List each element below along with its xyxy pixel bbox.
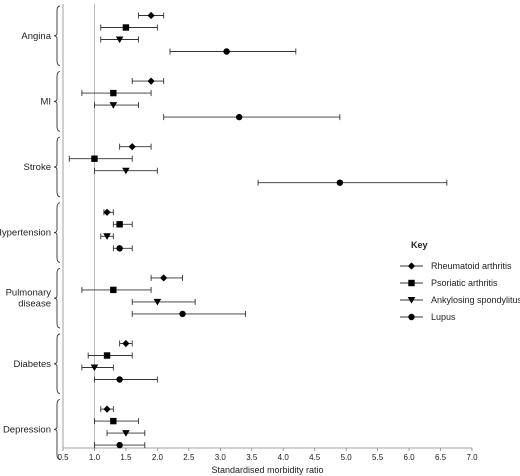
point-marker: [103, 405, 111, 413]
point-marker: [147, 11, 155, 20]
group-label: Stroke: [24, 162, 51, 173]
group-bracket: [53, 267, 61, 329]
point-marker: [103, 352, 111, 359]
point-marker: [103, 208, 111, 216]
x-tick-label: 5.5: [372, 453, 384, 462]
group-label: Depression: [3, 424, 51, 435]
data-points: [68, 11, 448, 449]
group-bracket: [53, 202, 61, 263]
point-marker: [336, 179, 344, 186]
x-axis: 0.5 1.0 1.5 2.0 2.5 3.0 3.5 4.0 4.5 5.0 5.5 6.0 6.5 7…: [57, 4, 478, 462]
point-marker: [110, 89, 117, 97]
group-label: Angina: [21, 31, 51, 42]
x-axis-title: Standardised morbidity ratio: [211, 465, 323, 475]
point-marker: [122, 430, 130, 437]
group-label: disease: [18, 299, 51, 310]
group-bracket: [53, 136, 61, 198]
group-bracket: [53, 399, 61, 460]
point-marker: [103, 233, 111, 240]
point-marker: [179, 310, 186, 318]
x-tick-label: 6.5: [435, 453, 447, 462]
x-tick-label: 2.0: [152, 453, 164, 462]
point-marker: [160, 274, 168, 282]
group-bracket: [53, 5, 61, 67]
point-marker: [116, 221, 123, 228]
legend-label: Psoriatic arthritis: [431, 278, 498, 288]
legend-label: Ankylosing spondylitus: [431, 295, 520, 305]
point-marker: [90, 364, 99, 372]
group-label: MI: [40, 96, 51, 107]
legend-marker: [408, 279, 415, 287]
point-marker: [116, 245, 123, 252]
point-marker: [153, 298, 162, 306]
point-marker: [91, 155, 98, 162]
legend-marker: [407, 262, 416, 270]
x-tick-label: 1.0: [89, 453, 101, 462]
point-marker: [128, 143, 136, 151]
x-tick-label: 3.0: [215, 453, 227, 462]
legend-title: Key: [411, 240, 428, 250]
x-tick-label: 4.0: [278, 453, 290, 462]
group-label: Hypertension: [0, 228, 51, 239]
legend-marker: [407, 297, 416, 304]
x-tick-label: 7.0: [466, 453, 478, 462]
point-marker: [223, 48, 230, 55]
group-bracket: [53, 71, 61, 132]
point-marker: [116, 376, 123, 383]
x-tick-label: 5.0: [341, 453, 353, 462]
legend-label: Lupus: [431, 312, 456, 322]
point-marker: [122, 339, 130, 348]
x-tick-label: 4.5: [309, 453, 321, 462]
group-bracket: [53, 333, 61, 395]
x-tick-label: 6.0: [404, 453, 416, 462]
point-marker: [116, 441, 123, 449]
point-marker: [235, 113, 243, 121]
point-marker: [110, 417, 117, 425]
point-marker: [110, 286, 117, 294]
group-labels: Angina MI Stroke Hypertension Pulmonarydisea…: [0, 5, 61, 460]
group-label: Diabetes: [14, 359, 52, 370]
x-tick-label: 0.5: [57, 453, 69, 462]
point-marker: [115, 36, 124, 44]
x-tick-label: 1.5: [120, 453, 132, 462]
legend-label: Rheumatoid arthritis: [431, 261, 512, 271]
legend-marker: [408, 313, 415, 321]
point-marker: [109, 102, 118, 109]
group-label: Pulmonary: [6, 288, 52, 299]
legend: Rheumatoid arthritis Psoriatic arthritis A…: [400, 261, 520, 322]
point-marker: [147, 77, 155, 85]
point-marker: [122, 24, 130, 31]
x-tick-label: 3.5: [246, 453, 258, 462]
point-marker: [122, 167, 130, 175]
x-tick-label: 2.5: [183, 453, 195, 462]
